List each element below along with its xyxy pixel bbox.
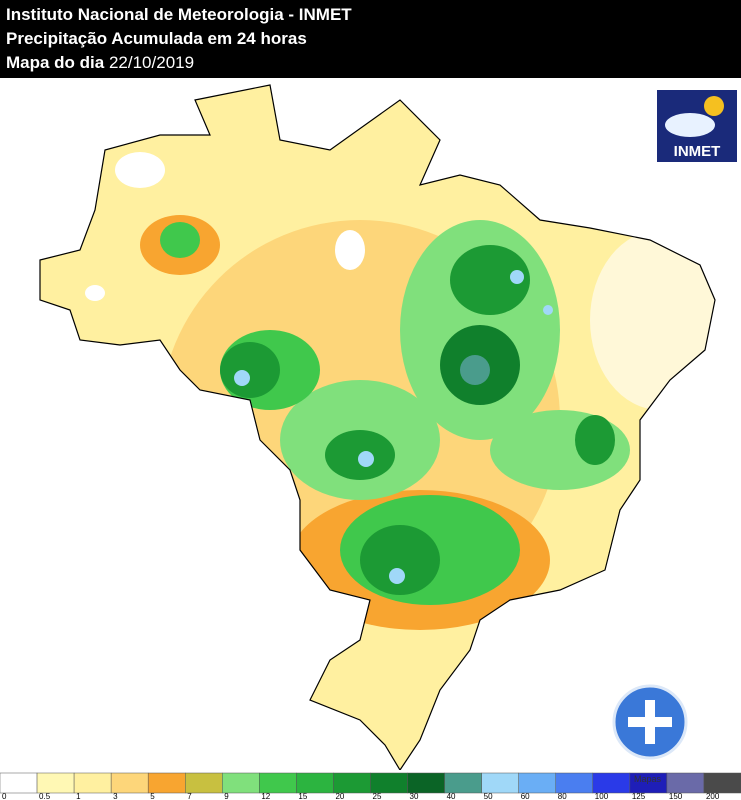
legend-label: 9 [224,792,229,800]
legend-label: 0.5 [39,792,51,800]
legend-swatch [36,772,75,794]
legend-swatch [259,772,297,794]
legend-label: 1 [76,792,81,800]
map: INMET [39,84,737,770]
legend: 0 0.5 1 3 5 7 9 12 15 20 25 30 40 50 60 80 100 125 150 200 M… [0,772,741,800]
subtitle: Precipitação Acumulada em 24 horas [6,29,307,48]
legend-caption: Mapas [634,774,662,784]
legend-swatch [110,772,149,794]
legend-label: 5 [150,792,155,800]
legend-label: 50 [484,792,493,800]
legend-label: 100 [595,792,609,800]
date: 22/10/2019 [108,53,195,72]
precipitation-field [40,85,715,770]
legend-swatch [592,772,631,794]
logo: INMET [657,90,737,162]
legend-swatch [555,772,594,794]
date-line: Mapa do dia 22/10/2019 [6,52,194,74]
title: Instituto Nacional de Meteorologia - INM… [6,5,352,24]
legend-swatch [333,772,371,794]
legend-label: 40 [447,792,456,800]
logo-text: INMET [674,143,721,160]
legend-swatch [407,772,445,794]
legend-label: 80 [558,792,567,800]
legend-label: 60 [521,792,530,800]
legend-swatch [703,772,741,794]
zoom-button[interactable] [612,684,688,760]
legend-label: 3 [113,792,118,800]
legend-swatch [185,772,223,794]
legend-label: 125 [632,792,646,800]
legend-swatch [444,772,482,794]
legend-swatch [666,772,705,794]
legend-swatch [73,772,112,794]
date-prefix: Mapa do dia [6,53,105,72]
legend-label: 20 [335,792,344,800]
legend-label: 7 [187,792,192,800]
legend-swatch [0,772,38,794]
legend-label: 200 [706,792,720,800]
legend-label: 150 [669,792,683,800]
legend-swatch [518,772,557,794]
legend-label: 0 [2,792,7,800]
legend-label: 30 [410,792,419,800]
legend-label: 25 [373,792,382,800]
legend-label: 15 [298,792,307,800]
legend-swatch [481,772,519,794]
legend-swatch [147,772,186,794]
legend-swatch [296,772,334,794]
legend-swatch [370,772,408,794]
legend-label: 12 [261,792,270,800]
header: Instituto Nacional de Meteorologia - INM… [0,0,741,78]
legend-swatch [222,772,260,794]
